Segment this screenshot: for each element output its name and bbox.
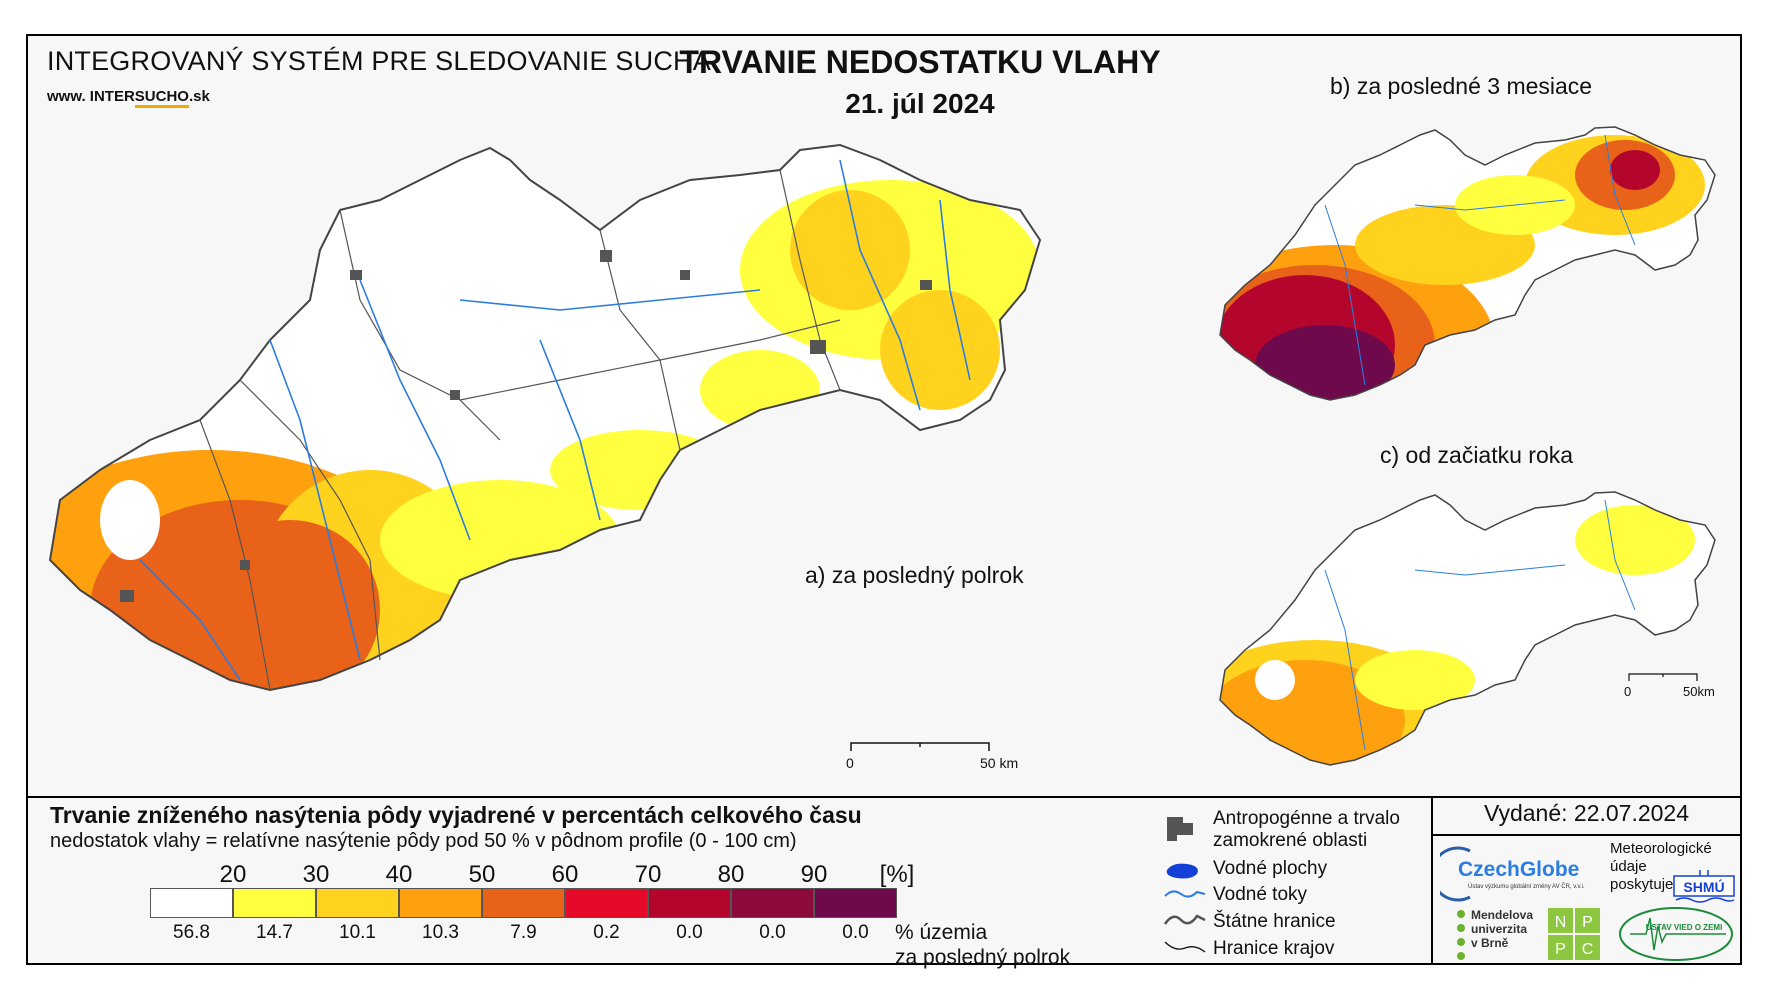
nppc-logo: N P P C bbox=[1548, 908, 1600, 960]
svg-text:N: N bbox=[1555, 914, 1567, 931]
czechglobe-subtext: Ústav výzkumu globální změny AV ČR, v.v.… bbox=[1468, 883, 1585, 890]
river-icon bbox=[1164, 890, 1206, 898]
svg-text:P: P bbox=[1555, 941, 1566, 958]
class-break-label: 40 bbox=[385, 861, 413, 888]
shmu-note: Meteorologické údaje poskytuje: bbox=[1610, 840, 1712, 893]
anthropogenic-area-icon bbox=[1167, 817, 1193, 841]
scale-small-end: 50km bbox=[1683, 684, 1715, 699]
organization-title: INTEGROVANÝ SYSTÉM PRE SLEDOVANIE SUCHA bbox=[47, 46, 711, 76]
legend-anthropogenic: Antropogénne a trvalo zamokrené oblasti bbox=[1213, 808, 1400, 851]
svg-text:ÚSTAV VIED O ZEMI: ÚSTAV VIED O ZEMI bbox=[1646, 923, 1723, 932]
mendelu-logo: Mendelova univerzita v Brně bbox=[1455, 908, 1555, 964]
territory-percent-value: 14.7 bbox=[256, 922, 293, 943]
legend-water-bodies: Vodné plochy bbox=[1213, 858, 1328, 879]
map-c-label: c) od začiatku roka bbox=[1380, 442, 1574, 468]
territory-percent-value: 0.0 bbox=[759, 922, 786, 943]
svg-text:C: C bbox=[1582, 941, 1594, 958]
legend-color-swatch bbox=[150, 888, 233, 918]
percent-note: % územia za posledný polrok bbox=[895, 921, 1071, 969]
class-break-label: 60 bbox=[551, 861, 579, 888]
legend-rivers: Vodné toky bbox=[1213, 884, 1308, 905]
legend-color-swatch bbox=[814, 888, 897, 918]
legend-state-border: Štátne hranice bbox=[1213, 911, 1336, 932]
legend-color-swatch bbox=[399, 888, 482, 918]
page-date: 21. júl 2024 bbox=[845, 88, 995, 119]
territory-percent-value: 56.8 bbox=[173, 922, 210, 943]
scale-bar-main bbox=[850, 741, 990, 753]
scale-main-end: 50 km bbox=[980, 755, 1019, 771]
legend-region-border: Hranice krajov bbox=[1213, 938, 1335, 959]
map-b-label: b) za posledné 3 mesiace bbox=[1330, 73, 1593, 99]
svg-text:P: P bbox=[1582, 914, 1593, 931]
svg-text:SHMÚ: SHMÚ bbox=[1683, 878, 1724, 895]
region-border-icon bbox=[1164, 941, 1206, 953]
class-break-label: 70 bbox=[634, 861, 662, 888]
uvz-logo: ÚSTAV VIED O ZEMI bbox=[1616, 906, 1736, 962]
legend-subtitle: nedostatok vlahy = relatívne nasýtenie p… bbox=[50, 830, 797, 852]
map-since-start-of-year bbox=[1219, 491, 1716, 766]
territory-percent-value: 7.9 bbox=[510, 922, 537, 943]
state-border-icon bbox=[1163, 914, 1206, 925]
page-title: TRVANIE NEDOSTATKU VLAHY bbox=[679, 44, 1161, 80]
legend-color-swatch bbox=[316, 888, 399, 918]
class-break-label: [%] bbox=[879, 861, 915, 888]
scale-small-zero: 0 bbox=[1624, 684, 1632, 699]
territory-percent-value: 0.0 bbox=[842, 922, 869, 943]
scale-main-zero: 0 bbox=[846, 755, 854, 771]
water-body-icon bbox=[1166, 863, 1198, 879]
legend-color-swatch bbox=[731, 888, 814, 918]
legend-color-swatch bbox=[233, 888, 316, 918]
territory-percent-value: 10.3 bbox=[422, 922, 459, 943]
legend-color-swatch bbox=[482, 888, 565, 918]
territory-percent-value: 10.1 bbox=[339, 922, 376, 943]
czechglobe-logo: CzechGlobe Ústav výzkumu globální změny … bbox=[1430, 843, 1600, 903]
issued-separator bbox=[1431, 834, 1742, 836]
class-break-label: 80 bbox=[717, 861, 745, 888]
legend-divider bbox=[1431, 796, 1433, 965]
class-break-label: 90 bbox=[800, 861, 828, 888]
map-a-label: a) za posledný polrok bbox=[805, 562, 1024, 588]
issued-date: Vydané: 22.07.2024 bbox=[1483, 800, 1690, 826]
class-break-label: 50 bbox=[468, 861, 496, 888]
main-drought-map bbox=[48, 143, 1042, 692]
map-3-months bbox=[1219, 126, 1716, 401]
website-link[interactable]: www. INTERSUCHO.sk bbox=[47, 88, 210, 108]
czechglobe-text: CzechGlobe bbox=[1458, 858, 1579, 881]
legend-title: Trvanie zníženého nasýtenia pôdy vyjadre… bbox=[50, 802, 862, 828]
class-break-label: 20 bbox=[219, 861, 247, 888]
territory-percent-value: 0.2 bbox=[593, 922, 620, 943]
scale-bar-small bbox=[1628, 672, 1698, 682]
legend-color-swatch bbox=[565, 888, 648, 918]
class-break-label: 30 bbox=[302, 861, 330, 888]
legend-color-swatch bbox=[648, 888, 731, 918]
territory-percent-value: 0.0 bbox=[676, 922, 703, 943]
shmu-logo: SHMÚ bbox=[1672, 870, 1736, 906]
legend-panel bbox=[26, 796, 1742, 965]
